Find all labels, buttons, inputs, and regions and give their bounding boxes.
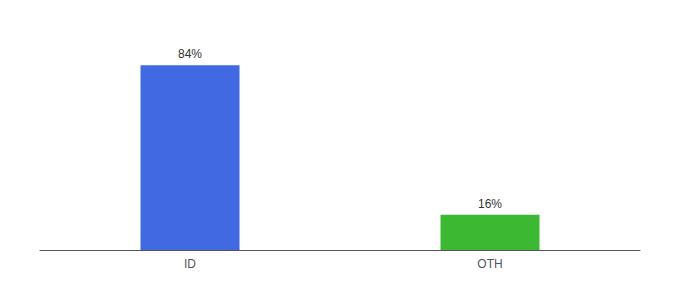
svg-text:16%: 16% <box>478 197 502 211</box>
svg-text:OTH: OTH <box>477 257 502 271</box>
svg-text:ID: ID <box>184 257 196 271</box>
svg-text:84%: 84% <box>178 47 202 61</box>
